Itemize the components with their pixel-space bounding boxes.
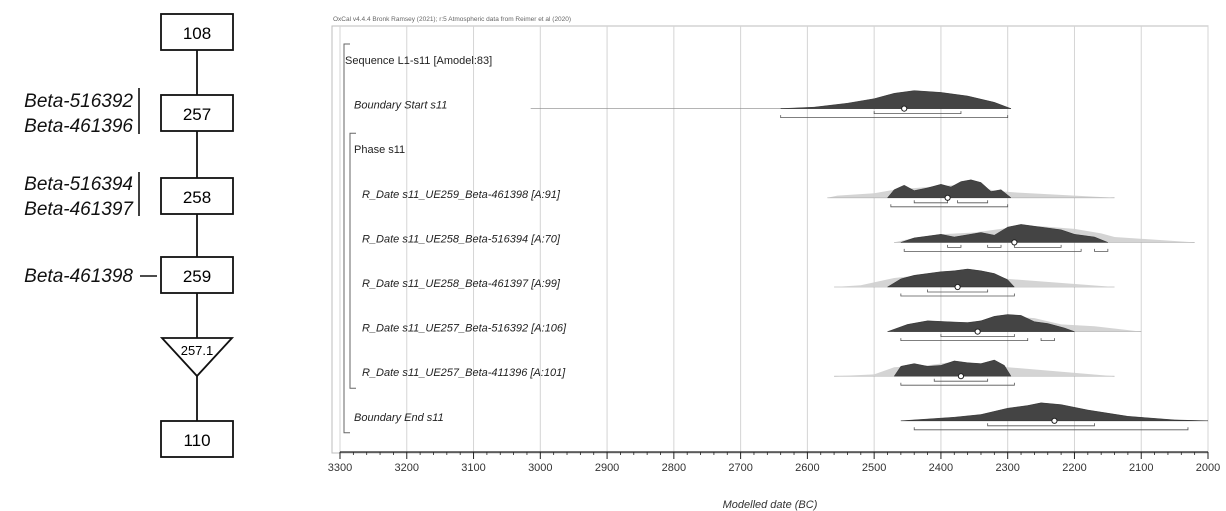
x-tick-label: 2400 [929, 462, 953, 474]
sample-label: Beta-461397 [24, 199, 134, 220]
row: R_Date s11_UE258_Beta-461397 [A:99] [362, 268, 1115, 297]
row-label: Boundary End s11 [354, 412, 444, 424]
modelled-distribution [887, 179, 1012, 198]
row: R_Date s11_UE257_Beta-411396 [A:101] [362, 359, 1115, 386]
range-95 [903, 248, 1082, 252]
row-label: Boundary Start s11 [354, 100, 447, 112]
modelled-distribution [900, 402, 1209, 421]
range-95 [890, 204, 1009, 208]
x-tick-label: 2500 [862, 462, 886, 474]
range-68 [987, 423, 1095, 427]
x-tick-label: 2900 [595, 462, 619, 474]
median-marker [974, 328, 981, 335]
distributions: Sequence L1-s11 [Amodel:83] Boundary Star… [345, 55, 1209, 431]
x-tick-label: 2200 [1062, 462, 1086, 474]
modelled-distribution [886, 268, 1015, 288]
range-95 [900, 382, 1015, 386]
range-95 [913, 427, 1189, 431]
x-tick-label: 2600 [795, 462, 819, 474]
box-label: 259 [183, 267, 211, 286]
box-110: 110 [160, 420, 234, 458]
model-brackets [343, 43, 356, 434]
range-95 [900, 338, 1029, 341]
x-tick-label: 3100 [461, 462, 485, 474]
row: R_Date s11_UE257_Beta-516392 [A:106] [362, 314, 1142, 341]
triangle-257-1: 257.1 [159, 337, 235, 378]
sequence-bracket [343, 43, 350, 434]
plot-header: OxCal v4.4.4 Bronk Ramsey (2021); r:5 At… [333, 16, 571, 23]
median-marker [957, 373, 965, 380]
range-68 [1013, 244, 1062, 248]
median-marker [944, 194, 951, 201]
median-marker [1051, 417, 1058, 424]
x-tick-label: 3000 [528, 462, 552, 474]
row-label: R_Date s11_UE257_Beta-411396 [A:101] [362, 367, 566, 379]
box-label: 258 [183, 188, 211, 207]
range-95 [1040, 338, 1055, 341]
x-tick-label: 2000 [1196, 462, 1220, 474]
sample-label: Beta-461396 [24, 116, 133, 137]
row: Boundary Start s11 [354, 90, 1012, 118]
box-259: 259 [160, 256, 234, 294]
stratigraphic-diagram: 108 257 258 259 257.1 110 Beta-516392 Be… [24, 13, 235, 458]
modelled-distribution [887, 314, 1075, 332]
row: Boundary End s11 [354, 402, 1209, 431]
row-label: R_Date s11_UE259_Beta-461398 [A:91] [362, 189, 561, 201]
x-axis-label: Modelled date (BC) [723, 499, 818, 511]
x-tick-label: 2800 [662, 462, 686, 474]
x-tick-label: 2300 [995, 462, 1019, 474]
range-68 [957, 200, 989, 204]
x-tick-label: 2100 [1129, 462, 1153, 474]
row: R_Date s11_UE259_Beta-461398 [A:91] [362, 179, 1115, 208]
range-95 [780, 115, 1009, 118]
sample-label: Beta-516394 [24, 174, 133, 195]
range-95 [900, 293, 1015, 297]
row-label: R_Date s11_UE258_Beta-516394 [A:70] [362, 233, 561, 245]
x-axis: 3300 3200 3100 3000 2900 2800 2700 2600 2500 2400… [328, 451, 1220, 474]
row-label: Sequence L1-s11 [Amodel:83] [345, 55, 492, 67]
phase-bracket [349, 132, 356, 389]
row-label: R_Date s11_UE257_Beta-516392 [A:106] [362, 323, 567, 335]
row-label: Phase s11 [354, 144, 405, 156]
modelled-distribution [893, 359, 1012, 377]
x-tick-label: 2700 [728, 462, 752, 474]
box-label: 257 [183, 105, 211, 124]
box-label: 108 [183, 24, 211, 43]
row: Phase s11 [354, 144, 405, 156]
median-marker [1011, 239, 1018, 246]
range-68 [927, 289, 989, 293]
box-257: 257 [160, 94, 234, 132]
box-108: 108 [160, 13, 234, 51]
range-68 [873, 111, 962, 114]
modelled-distribution [900, 224, 1108, 243]
box-label: 110 [183, 431, 210, 450]
triangle-label: 257.1 [181, 343, 214, 358]
range-68 [987, 244, 1002, 248]
sample-label: Beta-461398 [24, 266, 133, 287]
median-marker [954, 283, 961, 291]
range-68 [933, 378, 989, 382]
row: R_Date s11_UE258_Beta-516394 [A:70] [362, 224, 1195, 252]
median-marker [901, 105, 908, 112]
modelled-distribution [780, 90, 1012, 109]
x-tick-label: 3200 [395, 462, 419, 474]
range-95 [1094, 248, 1109, 252]
row: Sequence L1-s11 [Amodel:83] [345, 55, 492, 67]
range-68 [947, 244, 962, 248]
sample-label: Beta-516392 [24, 91, 133, 112]
box-258: 258 [160, 177, 234, 215]
range-68 [913, 200, 948, 204]
row-label: R_Date s11_UE258_Beta-461397 [A:99] [362, 278, 561, 290]
x-tick-label: 3300 [328, 462, 352, 474]
range-68 [940, 334, 1015, 337]
